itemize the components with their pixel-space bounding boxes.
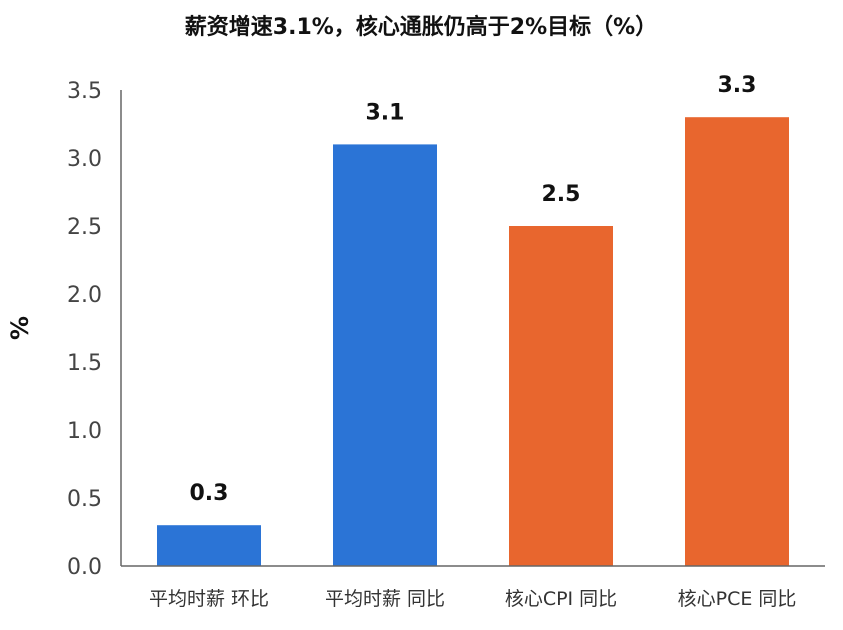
y-tick-label: 0.5 — [67, 487, 102, 512]
chart-title: 薪资增速3.1%，核心通胀仍高于2%目标（%） — [185, 14, 657, 40]
y-tick-label: 0.0 — [67, 555, 102, 580]
y-tick-label: 2.0 — [67, 283, 102, 308]
bar-value-label: 3.3 — [718, 73, 757, 98]
y-tick-label: 2.5 — [67, 215, 102, 240]
bar — [509, 226, 613, 566]
bar-value-label: 2.5 — [542, 182, 581, 207]
x-axis-ticks: 平均时薪 环比 平均时薪 同比 核心CPI 同比 核心PCE 同比 — [149, 588, 796, 610]
bar-value-label: 3.1 — [366, 100, 405, 125]
y-axis-label: % — [6, 316, 34, 340]
bars — [157, 117, 789, 566]
y-tick-label: 1.5 — [67, 351, 102, 376]
y-axis-ticks: 0.0 0.5 1.0 1.5 2.0 2.5 3.0 3.5 — [67, 79, 102, 580]
bar — [157, 525, 261, 566]
bar-value-label: 0.3 — [190, 481, 229, 506]
y-tick-label: 3.5 — [67, 79, 102, 104]
axes — [120, 90, 825, 567]
x-tick-label: 平均时薪 同比 — [325, 588, 445, 610]
bar — [685, 117, 789, 566]
y-tick-label: 1.0 — [67, 419, 102, 444]
x-tick-label: 平均时薪 环比 — [149, 588, 269, 610]
x-tick-label: 核心CPI 同比 — [505, 588, 617, 610]
data-labels: 0.3 3.1 2.5 3.3 — [190, 73, 757, 506]
y-tick-label: 3.0 — [67, 147, 102, 172]
x-tick-label: 核心PCE 同比 — [678, 588, 797, 610]
bar — [333, 144, 437, 566]
